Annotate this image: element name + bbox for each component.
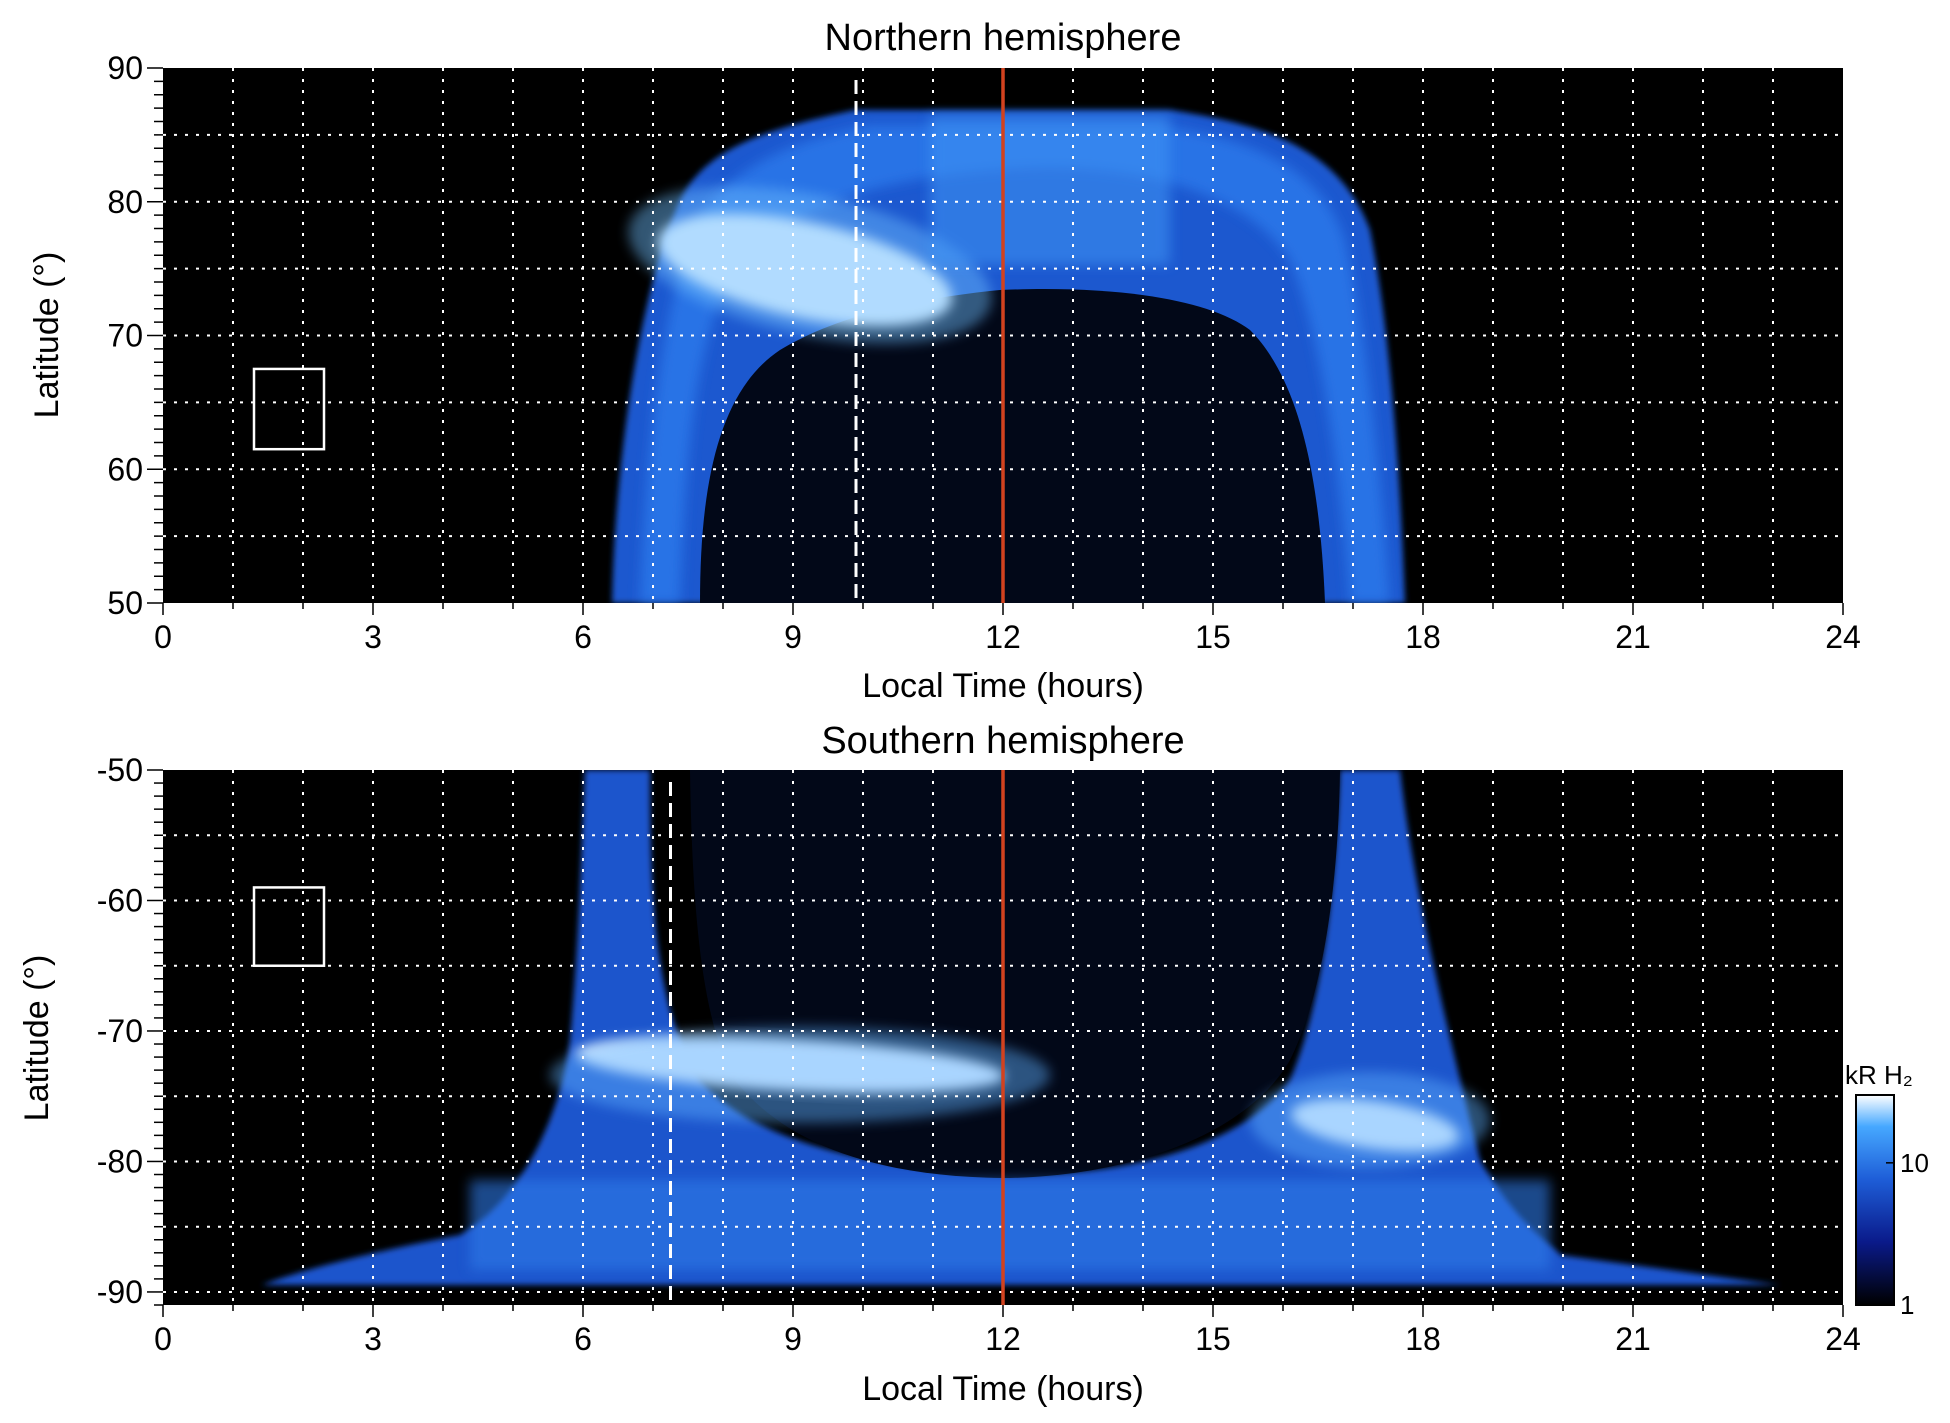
reference-box <box>252 367 326 451</box>
x-tick-label: 24 <box>1825 619 1861 655</box>
southern-y-axis-label: Latitude (°) <box>18 955 56 1122</box>
northern-noon-band <box>930 115 1170 265</box>
northern-x-tick-labels: 0 3 6 9 12 15 18 21 24 <box>154 619 1861 655</box>
northern-emission <box>612 110 1405 603</box>
y-tick-label: 80 <box>107 184 143 220</box>
northern-x-axis-label: Local Time (hours) <box>862 667 1144 705</box>
southern-south-pole-band <box>470 1180 1550 1270</box>
y-tick-label: 50 <box>107 585 143 621</box>
northern-markers <box>252 68 1005 603</box>
x-tick-label: 12 <box>985 619 1021 655</box>
y-tick-label: 60 <box>107 451 143 487</box>
colorbar-label: kR H₂ <box>1845 1060 1913 1090</box>
y-tick-label: 90 <box>107 50 143 86</box>
x-tick-label: 24 <box>1825 1321 1861 1357</box>
x-tick-label: 15 <box>1195 1321 1231 1357</box>
colorbar: kR H₂ 10 1 <box>1845 1060 1929 1320</box>
northern-y-tick-labels: 50 60 70 80 90 <box>107 50 143 621</box>
x-tick-label: 18 <box>1405 619 1441 655</box>
northern-panel: Northern hemisphere 0 3 6 9 12 15 18 21 24 50 60 7… <box>28 17 1861 705</box>
y-tick-label: -50 <box>97 752 143 788</box>
x-tick-label: 21 <box>1615 1321 1651 1357</box>
southern-grid <box>163 770 1843 1305</box>
northern-panel-title: Northern hemisphere <box>825 17 1182 59</box>
colorbar-gradient <box>1855 1094 1895 1306</box>
southern-prenoon-arc-halo <box>550 1027 1050 1123</box>
x-tick-label: 12 <box>985 1321 1021 1357</box>
southern-panel: Southern hemisphere 0 3 6 9 12 15 18 21 24 -50 -6… <box>18 720 1861 1408</box>
y-tick-label: -80 <box>97 1143 143 1179</box>
reference-box <box>252 886 326 967</box>
x-tick-label: 0 <box>154 619 172 655</box>
x-tick-label: 15 <box>1195 619 1231 655</box>
x-tick-label: 9 <box>784 619 802 655</box>
x-tick-label: 3 <box>364 619 382 655</box>
x-tick-label: 6 <box>574 1321 592 1357</box>
x-tick-label: 18 <box>1405 1321 1441 1357</box>
x-tick-label: 3 <box>364 1321 382 1357</box>
northern-minor-ticks <box>147 67 1844 615</box>
y-tick-label: -90 <box>97 1274 143 1310</box>
colorbar-ticks: 10 1 <box>1886 1148 1929 1320</box>
northern-morning-arc-halo <box>628 186 992 344</box>
colorbar-tick-label: 1 <box>1900 1290 1914 1320</box>
colorbar-tick-label: 10 <box>1900 1148 1929 1178</box>
southern-markers <box>252 770 1005 1305</box>
y-tick-label: 70 <box>107 318 143 354</box>
southern-panel-title: Southern hemisphere <box>821 720 1184 762</box>
northern-y-axis-label: Latitude (°) <box>28 252 66 419</box>
x-tick-label: 0 <box>154 1321 172 1357</box>
southern-x-axis-label: Local Time (hours) <box>862 1370 1144 1408</box>
x-tick-label: 21 <box>1615 619 1651 655</box>
southern-y-tick-labels: -50 -60 -70 -80 -90 <box>97 752 143 1310</box>
x-tick-label: 6 <box>574 619 592 655</box>
y-tick-label: -70 <box>97 1013 143 1049</box>
y-tick-label: -60 <box>97 882 143 918</box>
southern-x-tick-labels: 0 3 6 9 12 15 18 21 24 <box>154 1321 1861 1357</box>
southern-dusk-arc-halo <box>1250 1072 1490 1168</box>
southern-minor-ticks <box>147 769 1844 1317</box>
x-tick-label: 9 <box>784 1321 802 1357</box>
